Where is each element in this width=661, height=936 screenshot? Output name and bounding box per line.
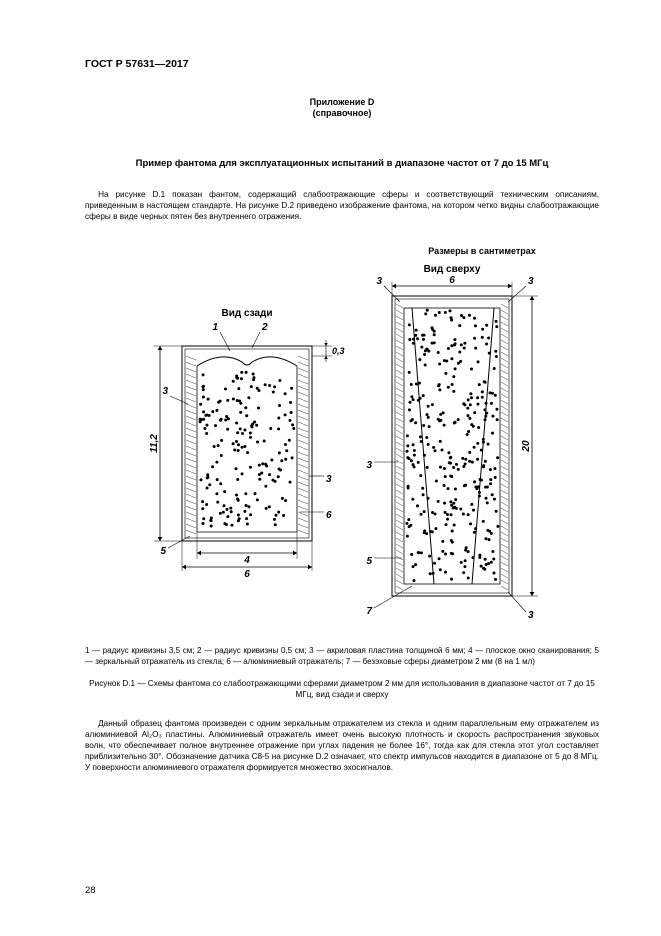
figure-caption: Рисунок D.1 — Схемы фантома со слабоотра… [85, 678, 599, 700]
page-number: 28 [85, 885, 96, 896]
doc-id: ГОСТ Р 57631—2017 [85, 58, 599, 70]
svg-text:Вид сзади: Вид сзади [222, 308, 273, 319]
svg-text:0,3: 0,3 [332, 346, 345, 356]
svg-text:Вид сверху: Вид сверху [424, 264, 481, 275]
figure-d1: Вид сзади 1 2 3 3 5 6 11,2 0,3 4 6 Размеры в сантим… [85, 236, 599, 636]
svg-text:7: 7 [366, 606, 372, 617]
svg-text:5: 5 [160, 546, 166, 557]
svg-text:5: 5 [366, 556, 372, 567]
figure-legend: 1 — радиус кривизны 3,5 см; 2 — радиус к… [85, 646, 599, 668]
section-heading: Пример фантома для эксплуатационных испы… [85, 158, 599, 171]
intro-paragraph: На рисунке D.1 показан фантом, содержащи… [85, 189, 599, 222]
svg-text:3: 3 [326, 474, 332, 485]
svg-text:1: 1 [212, 322, 218, 333]
svg-text:2: 2 [261, 322, 268, 333]
body-paragraph: Данный образец фантома произведен с одни… [85, 718, 599, 773]
svg-text:Размеры в сантиметрах: Размеры в сантиметрах [428, 246, 536, 256]
figure-svg: Вид сзади 1 2 3 3 5 6 11,2 0,3 4 6 Размеры в сантим… [112, 236, 572, 636]
svg-text:6: 6 [326, 510, 332, 521]
svg-text:3: 3 [528, 276, 534, 287]
svg-text:6: 6 [244, 569, 250, 580]
page: ГОСТ Р 57631—2017 Приложение D (справочн… [0, 0, 661, 936]
appendix-subtitle: (справочное) [85, 108, 599, 118]
svg-text:3: 3 [528, 610, 534, 621]
svg-text:11,2: 11,2 [149, 434, 160, 453]
svg-text:3: 3 [376, 276, 382, 287]
svg-text:6: 6 [449, 275, 455, 286]
svg-text:20: 20 [521, 440, 532, 453]
svg-text:4: 4 [243, 555, 250, 566]
svg-text:3: 3 [162, 386, 168, 397]
appendix-title: Приложение D [85, 96, 599, 108]
legend-text: 1 — радиус кривизны 3,5 см; 2 — радиус к… [85, 646, 599, 666]
svg-text:3: 3 [366, 460, 372, 471]
